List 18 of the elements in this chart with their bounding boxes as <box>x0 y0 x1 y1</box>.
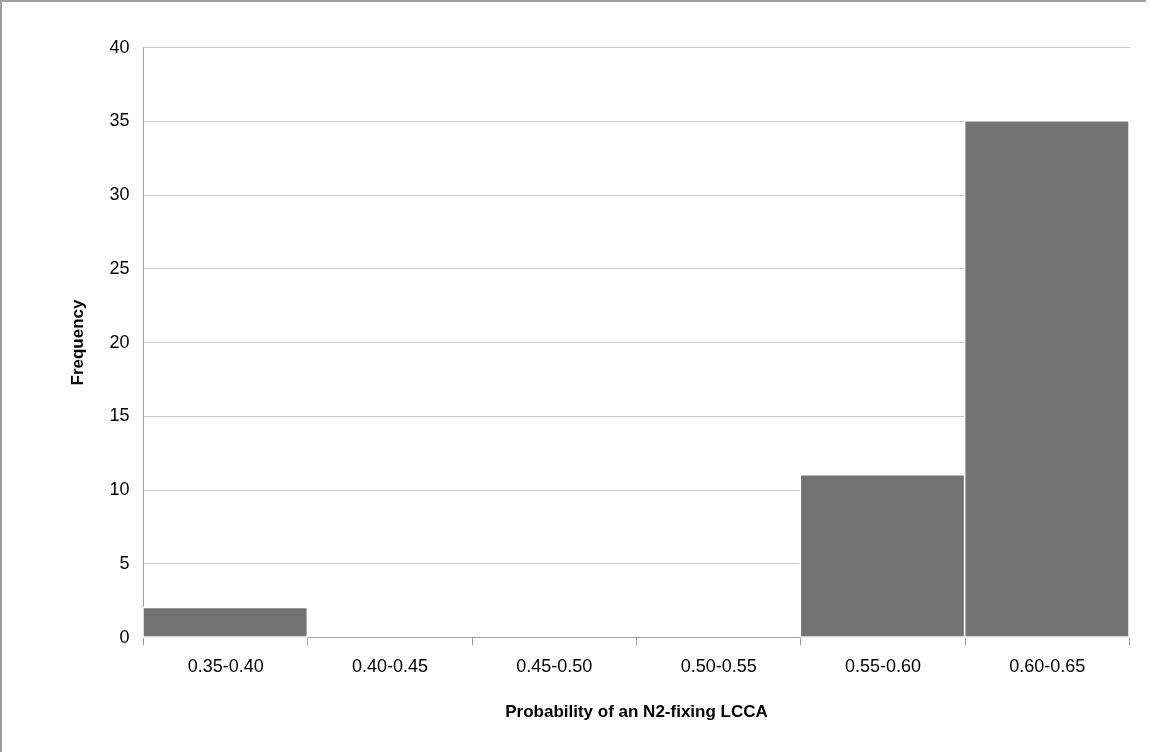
y-tick-label: 15 <box>109 405 130 426</box>
y-tick-label: 10 <box>109 479 130 499</box>
x-tick-label: 0.40-0.45 <box>351 655 429 676</box>
x-tick-label: 0.45-0.50 <box>516 655 593 676</box>
y-tick-label: 35 <box>109 110 130 131</box>
y-tick-label: 20 <box>109 331 130 352</box>
y-tick-label: 40 <box>109 36 130 57</box>
x-axis-title: Probability of an N2-fixing LCCA <box>505 701 768 721</box>
x-tick-label: 0.60-0.65 <box>1009 655 1086 676</box>
y-tick-label: 30 <box>109 184 130 204</box>
x-tick-label: 0.55-0.60 <box>844 655 922 676</box>
y-tick-label: 5 <box>119 552 130 573</box>
bar <box>142 606 309 638</box>
x-tick-label: 0.50-0.55 <box>680 655 757 676</box>
x-tick-label: 0.35-0.40 <box>187 655 264 676</box>
y-axis-title: Frequency <box>68 298 88 386</box>
y-tick-label: 0 <box>119 626 130 647</box>
y-tick-label: 25 <box>109 257 130 278</box>
